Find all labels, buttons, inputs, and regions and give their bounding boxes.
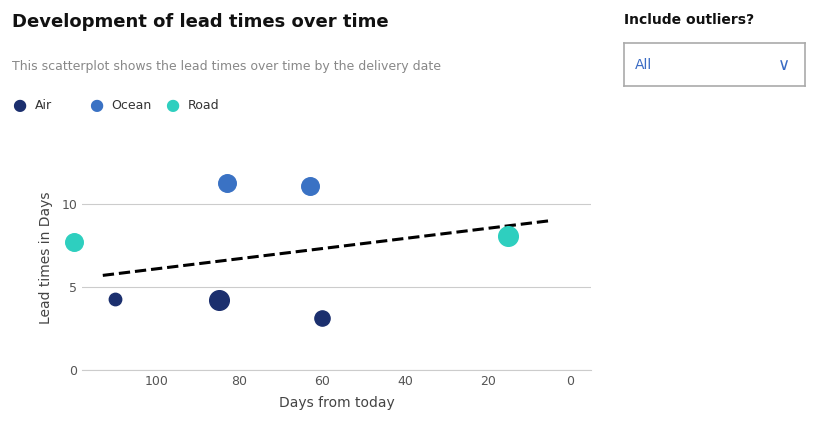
X-axis label: Days from today: Days from today [279, 396, 394, 410]
Point [67, 239, 80, 246]
Point [108, 295, 122, 302]
Text: ●: ● [165, 98, 179, 113]
Text: All: All [635, 58, 652, 72]
Point [315, 315, 328, 322]
Point [220, 179, 233, 186]
Text: ●: ● [12, 98, 26, 113]
Text: ∨: ∨ [778, 56, 790, 74]
Text: Road: Road [188, 99, 220, 112]
Text: Development of lead times over time: Development of lead times over time [12, 13, 389, 31]
Text: This scatterplot shows the lead times over time by the delivery date: This scatterplot shows the lead times ov… [12, 60, 442, 73]
Point [303, 182, 316, 189]
Text: Air: Air [35, 99, 53, 112]
Text: Include outliers?: Include outliers? [624, 13, 754, 27]
Point [502, 232, 515, 239]
Text: Ocean: Ocean [112, 99, 152, 112]
Text: ●: ● [89, 98, 103, 113]
Point [212, 297, 225, 304]
Y-axis label: Lead times in Days: Lead times in Days [39, 192, 53, 324]
